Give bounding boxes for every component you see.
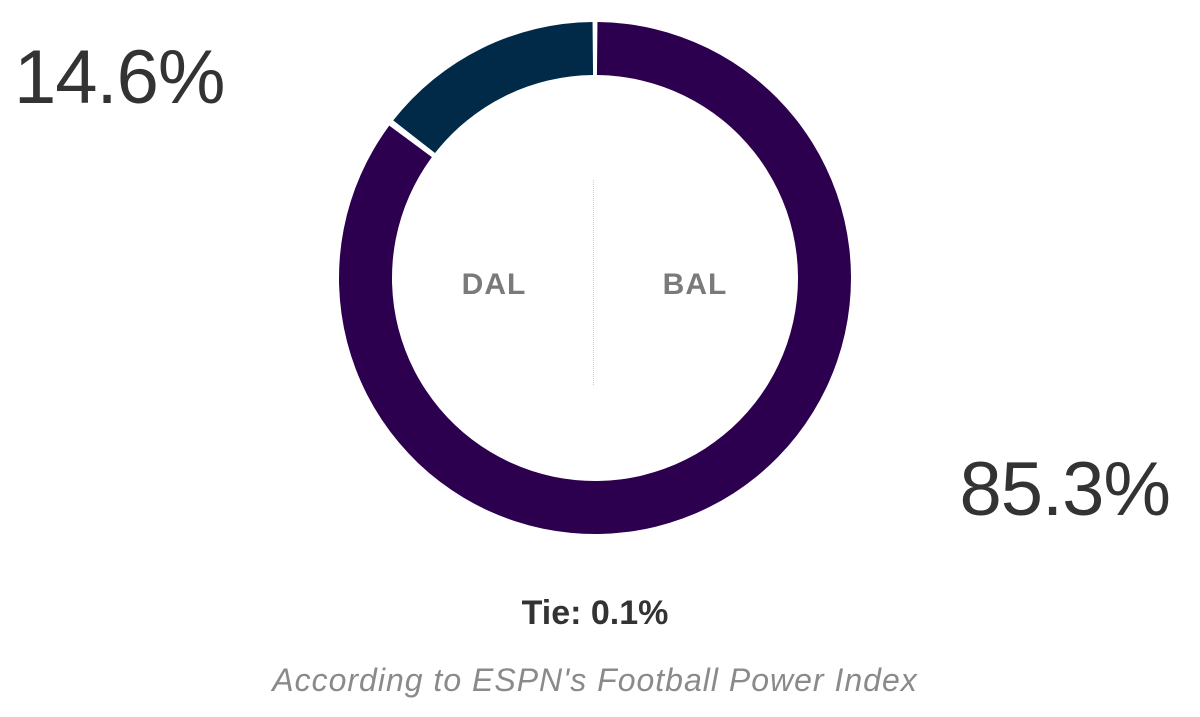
donut-slice-dal <box>393 22 594 154</box>
center-divider <box>593 180 594 385</box>
home-win-percentage: 85.3% <box>959 447 1171 532</box>
home-team-abbreviation: BAL <box>662 268 728 301</box>
away-win-percentage: 14.6% <box>14 35 225 120</box>
tie-probability: Tie: 0.1% <box>521 594 669 632</box>
source-note: According to ESPN's Football Power Index <box>272 662 918 698</box>
away-team-abbreviation: DAL <box>461 268 527 301</box>
